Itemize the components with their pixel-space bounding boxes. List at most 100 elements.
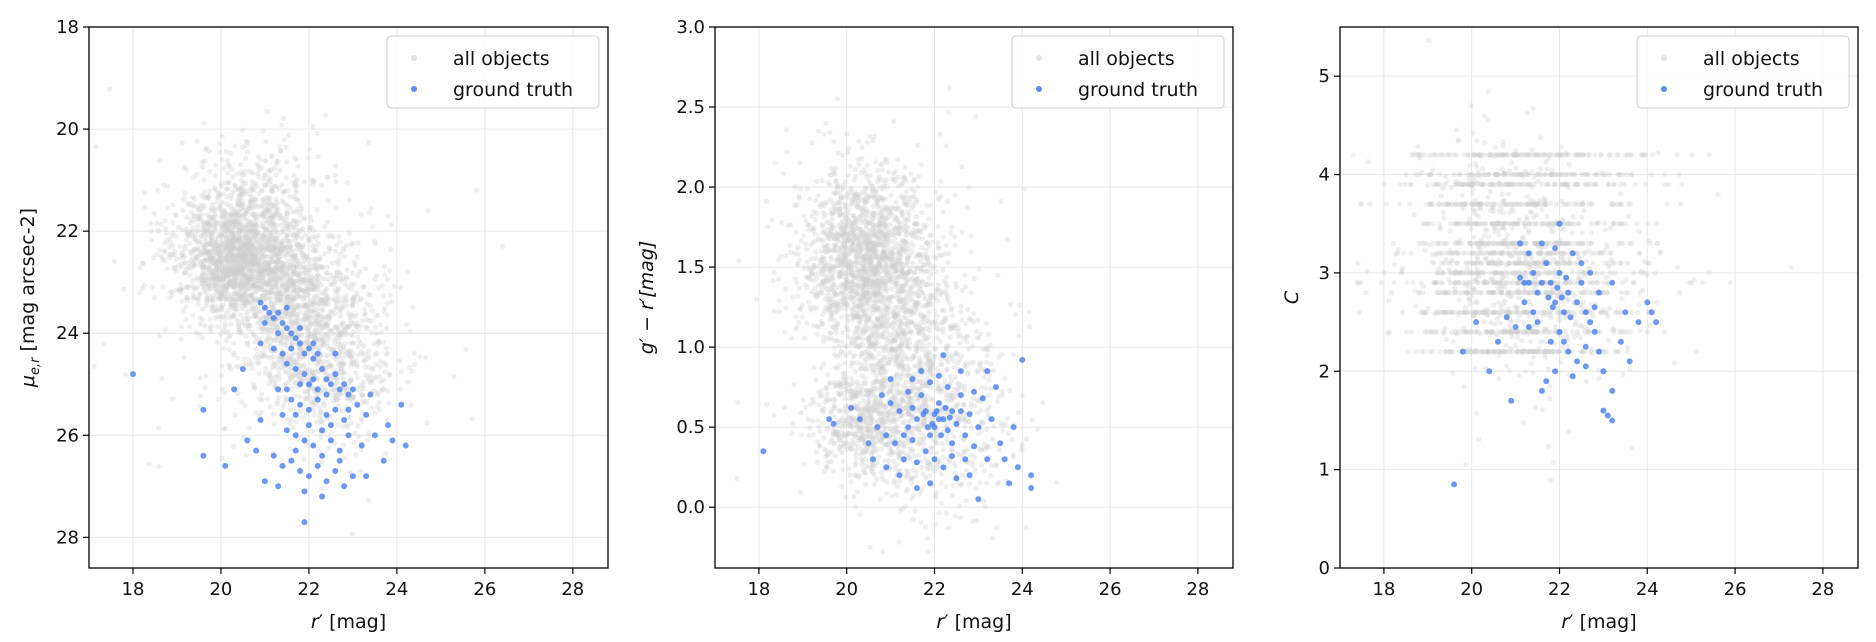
y-tick-label: 24 xyxy=(56,323,79,344)
all-objects-point xyxy=(198,202,204,208)
all-objects-point xyxy=(235,270,241,276)
all-objects-point xyxy=(912,229,919,235)
all-objects-point xyxy=(382,369,388,375)
all-objects-point xyxy=(224,241,230,248)
ground-truth-point xyxy=(288,345,295,352)
all-objects-point xyxy=(288,297,294,303)
all-objects-point xyxy=(206,240,212,247)
all-objects-point xyxy=(268,167,274,173)
all-objects-point xyxy=(357,388,363,395)
all-objects-point xyxy=(332,172,338,178)
all-objects-point xyxy=(237,162,243,168)
all-objects-point xyxy=(880,167,886,173)
all-objects-point xyxy=(266,265,273,271)
all-objects-point xyxy=(859,145,865,151)
all-objects-point xyxy=(287,222,293,228)
all-objects-point xyxy=(137,265,143,271)
all-objects-point xyxy=(238,260,244,266)
all-objects-point xyxy=(173,233,179,239)
all-objects-point xyxy=(223,311,229,317)
all-objects-point xyxy=(223,285,229,291)
all-objects-point xyxy=(209,243,215,249)
all-objects-point xyxy=(386,400,392,406)
all-objects-point xyxy=(240,283,246,289)
all-objects-point xyxy=(891,171,897,177)
all-objects-point xyxy=(219,241,225,247)
all-objects-point xyxy=(233,261,240,267)
ground-truth-point xyxy=(371,432,378,439)
ground-truth-point xyxy=(336,457,343,464)
all-objects-point xyxy=(241,316,247,322)
all-objects-point xyxy=(355,328,361,334)
all-objects-point xyxy=(318,343,324,349)
ground-truth-point xyxy=(275,309,282,316)
all-objects-point xyxy=(397,284,403,290)
all-objects-point xyxy=(776,298,783,304)
all-objects-point xyxy=(231,299,237,305)
ground-truth-point xyxy=(275,483,282,490)
all-objects-point xyxy=(185,284,191,291)
all-objects-point xyxy=(801,213,807,219)
all-objects-point xyxy=(285,283,291,289)
all-objects-point xyxy=(238,268,244,274)
all-objects-point xyxy=(380,386,386,392)
all-objects-point xyxy=(246,257,252,263)
ground-truth-point xyxy=(257,299,264,306)
all-objects-point xyxy=(262,238,268,244)
all-objects-point xyxy=(815,193,821,199)
all-objects-point xyxy=(300,296,306,302)
all-objects-point xyxy=(857,205,863,211)
all-objects-point xyxy=(189,283,195,289)
all-objects-point xyxy=(255,321,261,327)
all-objects-point xyxy=(356,269,363,275)
all-objects-point xyxy=(242,259,248,265)
all-objects-point xyxy=(183,237,189,243)
all-objects-point xyxy=(244,275,250,281)
ground-truth-point xyxy=(292,411,299,418)
all-objects-point xyxy=(291,271,297,277)
ground-truth-point xyxy=(363,473,370,480)
all-objects-point xyxy=(269,244,275,250)
all-objects-point xyxy=(262,198,268,204)
all-objects-point xyxy=(337,239,343,245)
all-objects-point xyxy=(209,252,215,258)
all-objects-point xyxy=(202,244,208,250)
all-objects-point xyxy=(237,286,243,292)
all-objects-point xyxy=(228,366,234,372)
all-objects-point xyxy=(292,237,298,244)
all-objects-point xyxy=(286,238,292,244)
all-objects-point xyxy=(173,212,179,218)
all-objects-point xyxy=(227,239,233,245)
all-objects-point xyxy=(821,200,827,206)
all-objects-point xyxy=(121,286,127,292)
all-objects-point xyxy=(155,425,161,431)
all-objects-point xyxy=(244,230,250,236)
ground-truth-point xyxy=(319,493,326,500)
all-objects-point xyxy=(220,165,227,172)
all-objects-point xyxy=(406,364,413,371)
all-objects-point xyxy=(845,172,851,178)
all-objects-point xyxy=(317,254,324,260)
all-objects-point xyxy=(198,259,204,265)
all-objects-point xyxy=(236,192,243,198)
all-objects-point xyxy=(225,170,231,176)
all-objects-point xyxy=(198,393,204,399)
all-objects-point xyxy=(200,206,206,212)
all-objects-point xyxy=(246,226,252,232)
all-objects-point xyxy=(284,210,290,217)
all-objects-point xyxy=(238,178,244,184)
all-objects-point xyxy=(220,270,226,276)
all-objects-point xyxy=(252,212,258,218)
all-objects-point xyxy=(347,317,353,323)
all-objects-point xyxy=(236,227,242,233)
all-objects-point xyxy=(169,396,175,402)
all-objects-point xyxy=(249,221,255,227)
all-objects-point xyxy=(913,214,920,220)
all-objects-point xyxy=(265,396,271,402)
all-objects-point xyxy=(179,249,185,255)
all-objects-point xyxy=(349,396,355,402)
all-objects-point xyxy=(198,249,204,255)
ground-truth-point xyxy=(323,411,330,418)
all-objects-point xyxy=(283,251,289,257)
y-tick-label: 28 xyxy=(56,527,79,548)
